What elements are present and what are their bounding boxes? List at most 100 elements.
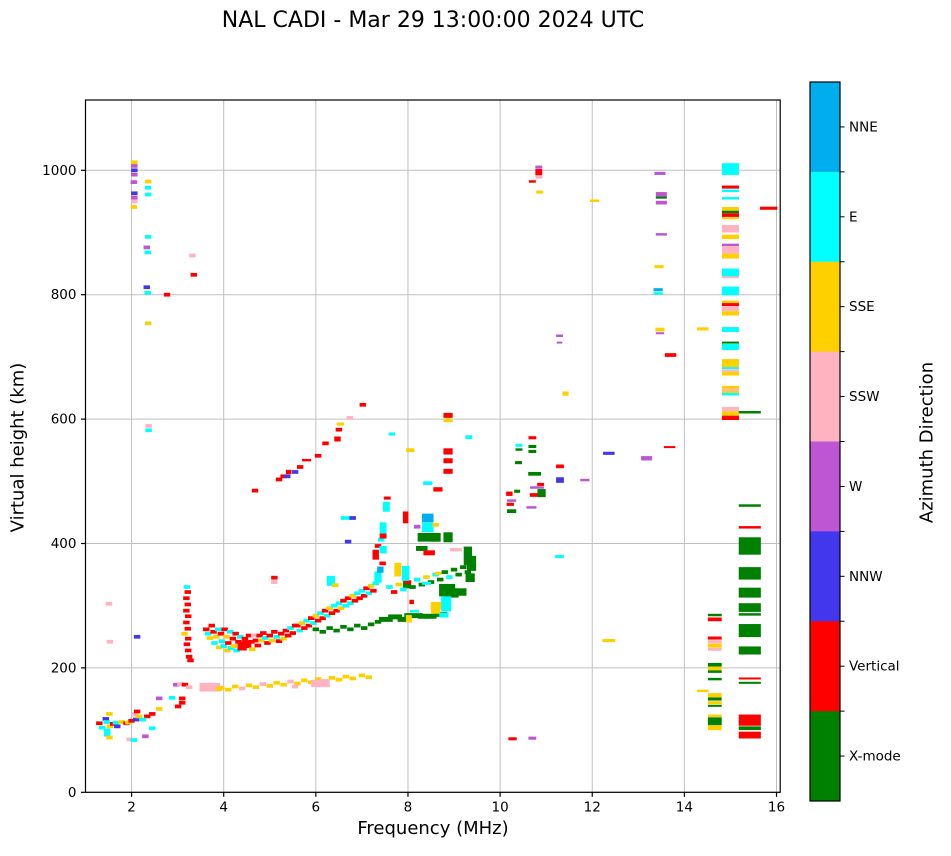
colorbar-segment bbox=[810, 621, 840, 712]
echo-mark-vertical bbox=[528, 180, 536, 183]
echo-mark-ssw bbox=[106, 639, 114, 644]
echo-mark-sse bbox=[106, 724, 114, 729]
echo-mark-sse bbox=[249, 647, 256, 652]
echo-mark-vertical bbox=[443, 412, 453, 418]
echo-mark-vertical bbox=[363, 586, 370, 591]
echo-mark-vertical bbox=[322, 441, 329, 446]
echo-mark-ssw bbox=[271, 580, 278, 584]
echo-mark-vertical bbox=[351, 598, 359, 603]
x-tick-label: 4 bbox=[219, 799, 228, 815]
echo-mark-x-mode bbox=[402, 580, 412, 589]
echo-mark-nnw bbox=[102, 717, 109, 721]
echo-mark-sse bbox=[602, 638, 616, 643]
echo-mark-vertical bbox=[245, 633, 253, 638]
echo-mark-x-mode bbox=[417, 532, 441, 542]
echo-mark-vertical bbox=[528, 436, 537, 440]
echo-mark-vertical bbox=[390, 590, 398, 594]
echo-mark-sse bbox=[224, 648, 231, 653]
echo-mark-w bbox=[130, 180, 138, 184]
echo-mark-e bbox=[388, 432, 396, 436]
echo-mark-sse bbox=[106, 735, 113, 740]
echo-mark-x-mode bbox=[464, 570, 472, 574]
x-tick-label: 10 bbox=[492, 799, 509, 815]
echo-mark-vertical bbox=[183, 608, 190, 613]
echo-mark-vertical bbox=[174, 704, 182, 709]
chart-title: NAL CADI - Mar 29 13:00:00 2024 UTC bbox=[221, 8, 645, 33]
echo-mark-ssw bbox=[132, 712, 139, 717]
echo-mark-w bbox=[526, 506, 537, 509]
echo-mark-ssw bbox=[105, 601, 113, 606]
echo-mark-e bbox=[721, 392, 739, 396]
echo-mark-e bbox=[112, 720, 120, 725]
echo-mark-sse bbox=[280, 636, 287, 641]
echo-mark-vertical bbox=[163, 292, 171, 297]
echo-mark-w bbox=[155, 696, 163, 701]
echo-mark-e bbox=[130, 738, 138, 742]
echo-mark-x-mode bbox=[340, 624, 347, 629]
echo-mark-sse bbox=[349, 676, 356, 681]
echo-mark-sse bbox=[654, 265, 664, 269]
echo-mark-nnw bbox=[131, 168, 138, 173]
echo-mark-vertical bbox=[282, 628, 290, 633]
echo-mark-sse bbox=[215, 645, 223, 650]
echo-mark-w bbox=[655, 200, 667, 205]
echo-mark-e bbox=[326, 575, 336, 586]
echo-mark-vertical bbox=[187, 658, 194, 663]
echo-mark-e bbox=[331, 603, 338, 608]
echo-mark-sse bbox=[144, 321, 152, 326]
echo-mark-sse bbox=[231, 684, 239, 689]
echo-mark-e bbox=[446, 575, 453, 579]
echo-mark-w bbox=[655, 233, 667, 236]
echo-mark-ssw bbox=[131, 199, 138, 204]
echo-mark-sse bbox=[308, 680, 315, 685]
echo-mark-x-mode bbox=[430, 535, 440, 542]
echo-mark-ssw bbox=[126, 737, 133, 742]
echo-mark-e bbox=[721, 367, 739, 370]
echo-mark-vertical bbox=[738, 526, 761, 529]
echo-mark-sse bbox=[721, 300, 739, 304]
echo-mark-vertical bbox=[185, 614, 192, 619]
echo-mark-e bbox=[340, 516, 350, 520]
echo-mark-sse bbox=[536, 190, 544, 194]
echo-mark-vertical bbox=[221, 627, 228, 632]
echo-mark-sse bbox=[367, 583, 375, 588]
y-tick-label: 1000 bbox=[42, 163, 76, 179]
echo-mark-x-mode bbox=[360, 626, 368, 630]
echo-mark-vertical bbox=[260, 631, 267, 635]
echo-mark-e bbox=[386, 585, 393, 589]
echo-mark-vertical bbox=[433, 487, 443, 492]
echo-mark-sse bbox=[144, 179, 152, 184]
colorbar-tick-label: NNE bbox=[849, 119, 878, 135]
echo-mark-vertical bbox=[535, 169, 543, 176]
echo-mark-x-mode bbox=[460, 565, 467, 569]
echo-mark-vertical bbox=[359, 402, 367, 407]
echo-mark-ssw bbox=[721, 369, 739, 372]
echo-mark-x-mode bbox=[707, 677, 722, 681]
echo-mark-vertical bbox=[242, 640, 252, 648]
echo-mark-vertical bbox=[275, 639, 283, 644]
colorbar-segment bbox=[810, 531, 840, 622]
echo-mark-sse bbox=[721, 253, 739, 259]
echo-mark-x-mode bbox=[388, 614, 402, 620]
echo-mark-vertical bbox=[328, 611, 336, 616]
echo-mark-e bbox=[310, 621, 317, 625]
echo-mark-e bbox=[465, 435, 473, 439]
echo-mark-vertical bbox=[305, 623, 313, 628]
echo-mark-e bbox=[296, 628, 303, 633]
echo-mark-e bbox=[144, 290, 151, 295]
echo-mark-e bbox=[354, 591, 361, 596]
echo-mark-nnw bbox=[603, 451, 615, 455]
echo-mark-vertical bbox=[443, 448, 453, 455]
echo-mark-x-mode bbox=[418, 613, 437, 619]
echo-mark-vertical bbox=[556, 464, 564, 469]
echo-mark-vertical bbox=[423, 550, 435, 556]
echo-mark-sse bbox=[206, 636, 214, 640]
echo-mark-w bbox=[535, 165, 543, 169]
echo-mark-ssw bbox=[721, 388, 739, 393]
echo-mark-vertical bbox=[529, 493, 538, 497]
echo-mark-w bbox=[528, 736, 537, 740]
echo-mark-e bbox=[214, 627, 222, 632]
echo-mark-sse bbox=[697, 327, 709, 331]
echo-mark-e bbox=[555, 555, 564, 559]
tick-labels: 2 4 6 8 10 12 14 16 0 200 400 600 800 1000 bbox=[42, 163, 785, 816]
